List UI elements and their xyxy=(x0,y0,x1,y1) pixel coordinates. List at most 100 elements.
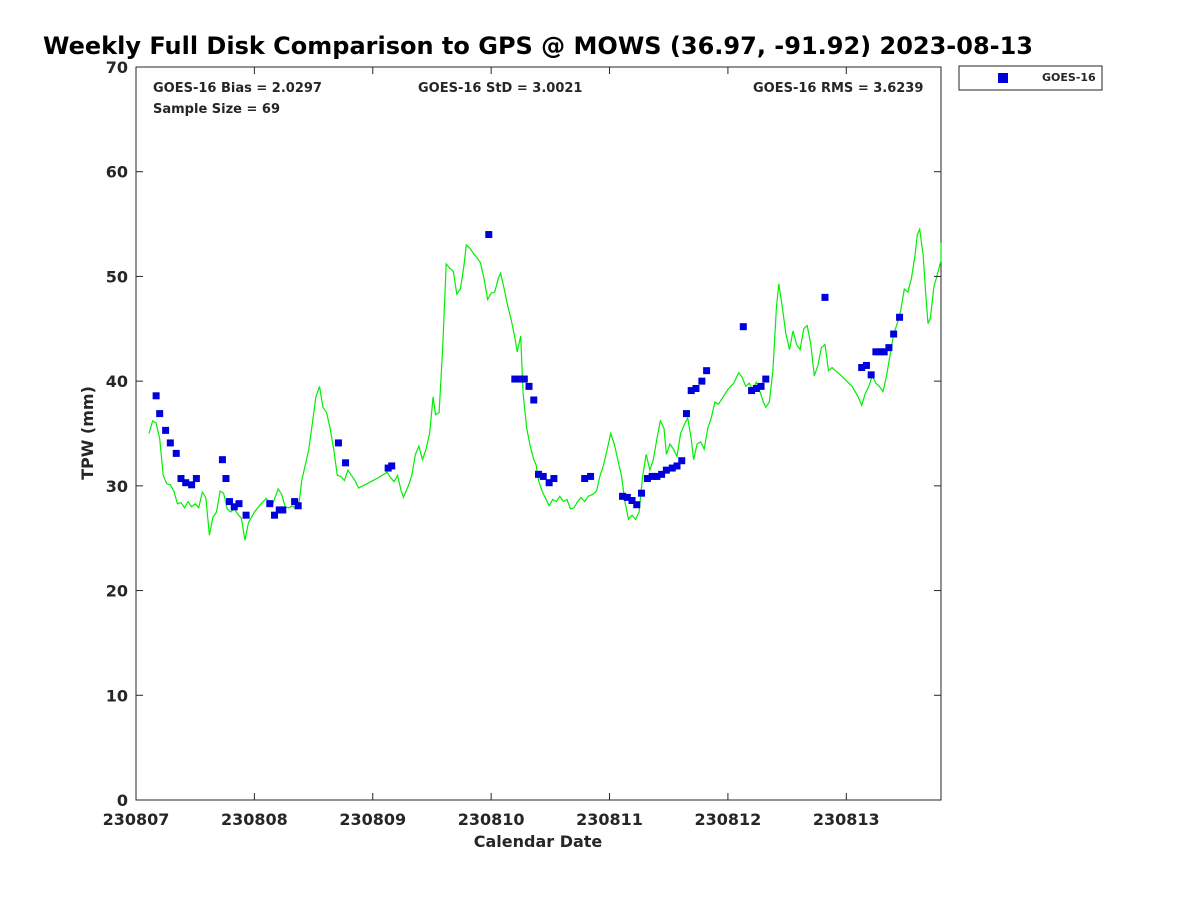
goes16-data-point xyxy=(682,410,690,418)
y-tick-label: 40 xyxy=(106,372,128,391)
goes16-data-point xyxy=(739,323,747,331)
goes16-data-point xyxy=(545,479,553,487)
goes16-data-point xyxy=(218,456,226,464)
goes16-data-point xyxy=(275,506,283,514)
goes16-data-point xyxy=(653,472,661,480)
legend-marker-goes16 xyxy=(998,73,1008,83)
goes16-data-point xyxy=(648,472,656,480)
goes16-data-point xyxy=(535,470,542,478)
std-stat: GOES-16 StD = 3.0021 xyxy=(418,81,582,96)
goes16-data-point xyxy=(587,472,595,480)
goes16-data-point xyxy=(177,475,185,483)
y-tick-label: 50 xyxy=(106,267,128,286)
goes16-data-point xyxy=(192,475,200,483)
x-tick-label: 230807 xyxy=(103,810,170,829)
goes16-data-point xyxy=(520,375,528,383)
x-axis-label: Calendar Date xyxy=(474,832,603,851)
goes16-data-point xyxy=(762,375,770,383)
goes16-data-point xyxy=(485,231,493,239)
goes16-data-point xyxy=(581,475,589,483)
goes16-data-point xyxy=(885,344,893,352)
goes16-data-point xyxy=(862,361,870,369)
axis-ticks: 0 10 20 30 40 50 60 70 230807 230808 230809 230810 2… xyxy=(103,58,941,829)
goes16-data-point xyxy=(511,375,519,383)
goes16-data-point xyxy=(294,502,302,510)
legend-box xyxy=(958,65,1103,91)
goes16-data-point xyxy=(628,497,636,505)
goes16-data-point xyxy=(242,511,250,519)
goes16-data-point xyxy=(291,498,299,506)
x-tick-label: 230811 xyxy=(576,810,643,829)
goes16-data-point xyxy=(619,492,627,500)
goes16-data-point xyxy=(867,371,875,379)
goes16-data-point xyxy=(692,384,700,392)
goes16-data-point xyxy=(342,459,350,467)
plot-axes xyxy=(135,66,942,801)
goes16-data-point xyxy=(182,479,190,487)
goes16-data-point xyxy=(698,377,706,385)
goes16-data-point xyxy=(643,475,651,483)
goes16-series-layer xyxy=(152,231,904,519)
goes16-data-point xyxy=(703,367,711,375)
goes16-data-point xyxy=(877,348,885,356)
goes16-data-point xyxy=(637,489,645,497)
legend: GOES-16 xyxy=(958,65,1103,91)
goes16-data-point xyxy=(896,313,904,321)
goes16-data-point xyxy=(226,498,234,506)
x-tick-label: 230813 xyxy=(813,810,880,829)
goes16-data-point xyxy=(230,503,238,511)
goes16-data-point xyxy=(162,426,170,434)
goes16-data-point xyxy=(172,449,180,457)
rms-stat: GOES-16 RMS = 3.6239 xyxy=(753,81,923,96)
sample-size-stat: Sample Size = 69 xyxy=(153,102,280,117)
goes16-data-point xyxy=(752,384,760,392)
x-tick-label: 230809 xyxy=(339,810,406,829)
y-axis-label: TPW (mm) xyxy=(78,386,97,480)
legend-label-goes16: GOES-16 xyxy=(1042,71,1096,84)
y-tick-label: 0 xyxy=(117,791,128,810)
goes16-data-point xyxy=(188,481,196,489)
goes16-data-point xyxy=(525,382,533,390)
gps-series-line xyxy=(148,227,942,541)
goes16-data-point xyxy=(166,439,174,447)
goes16-data-point xyxy=(517,375,525,383)
goes16-data-point xyxy=(539,472,547,480)
goes16-data-point xyxy=(757,382,765,390)
goes16-data-point xyxy=(266,500,274,508)
goes16-data-point xyxy=(156,410,164,418)
goes16-data-point xyxy=(633,501,641,509)
goes16-data-point xyxy=(687,387,695,395)
goes16-data-point xyxy=(890,330,898,338)
goes16-data-point xyxy=(279,506,287,514)
goes16-data-point xyxy=(388,462,396,470)
goes16-data-point xyxy=(880,348,888,356)
bias-stat: GOES-16 Bias = 2.0297 xyxy=(153,81,322,96)
goes16-data-point xyxy=(662,466,670,474)
y-tick-label: 70 xyxy=(106,58,128,77)
goes16-data-point xyxy=(668,464,676,472)
goes16-data-point xyxy=(384,464,392,472)
goes16-data-point xyxy=(872,348,880,356)
goes16-data-point xyxy=(550,475,558,483)
goes16-data-point xyxy=(152,392,160,400)
goes16-data-point xyxy=(530,396,538,404)
goes16-data-point xyxy=(858,364,866,372)
x-tick-label: 230808 xyxy=(221,810,288,829)
chart-title: Weekly Full Disk Comparison to GPS @ MOW… xyxy=(43,32,1033,60)
goes16-data-point xyxy=(334,439,342,447)
goes16-data-point xyxy=(623,493,631,501)
y-tick-label: 60 xyxy=(106,163,128,182)
x-tick-label: 230812 xyxy=(695,810,762,829)
goes16-data-point xyxy=(821,293,829,301)
goes16-data-point xyxy=(678,457,686,465)
goes16-data-point xyxy=(235,500,243,508)
goes16-data-point xyxy=(673,462,681,470)
goes16-data-point xyxy=(658,470,666,478)
plot-area-frame xyxy=(135,66,942,801)
x-tick-label: 230810 xyxy=(458,810,525,829)
goes16-data-point xyxy=(271,511,279,519)
goes16-data-point xyxy=(748,387,756,395)
gps-series-layer xyxy=(148,227,942,541)
goes16-data-point xyxy=(222,475,230,483)
